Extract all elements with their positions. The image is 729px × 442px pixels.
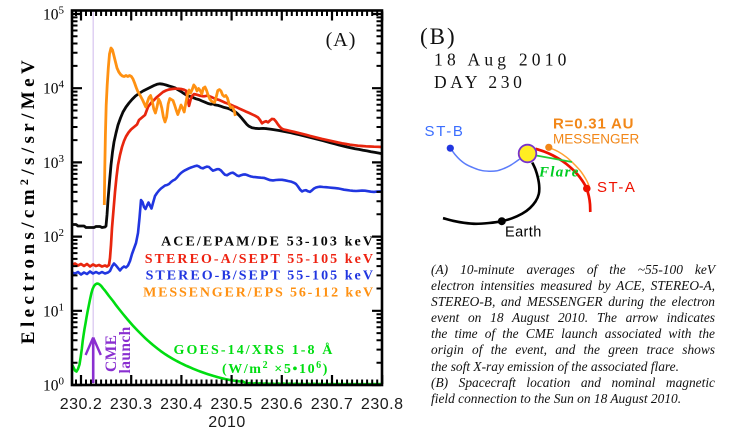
svg-text:ST-B: ST-B (425, 123, 465, 140)
svg-text:230.7: 230.7 (311, 396, 354, 413)
svg-text:R=0.31 AU: R=0.31 AU (553, 116, 634, 133)
svg-text:STEREO-B/SEPT 55-105 keV: STEREO-B/SEPT 55-105 keV (146, 269, 375, 284)
svg-text:(B): (B) (420, 24, 457, 49)
svg-text:(A): (A) (326, 29, 357, 51)
svg-text:230.2: 230.2 (60, 396, 103, 413)
svg-text:MESSENGER/EPS 56-112 keV: MESSENGER/EPS 56-112 keV (143, 286, 375, 301)
svg-text:2010: 2010 (208, 414, 246, 431)
svg-text:230.8: 230.8 (361, 396, 404, 413)
svg-text:STEREO-A/SEPT 55-105 keV: STEREO-A/SEPT 55-105 keV (145, 252, 375, 267)
svg-text:18 Aug 2010: 18 Aug 2010 (434, 50, 571, 70)
svg-text:230.3: 230.3 (110, 396, 153, 413)
svg-text:ST-A: ST-A (597, 179, 636, 196)
svg-text:DAY 230: DAY 230 (434, 72, 525, 92)
svg-text:GOES-14/XRS 1-8 Å: GOES-14/XRS 1-8 Å (174, 342, 335, 358)
svg-text:Earth: Earth (505, 225, 542, 241)
svg-text:230.5: 230.5 (210, 396, 253, 413)
svg-text:MESSENGER: MESSENGER (553, 132, 640, 147)
svg-text:Electrons/cm2/s/sr/MeV: Electrons/cm2/s/sr/MeV (17, 56, 39, 344)
svg-text:Flare: Flare (538, 165, 580, 181)
svg-text:launch: launch (117, 326, 134, 373)
svg-text:(W/m2 ×5•106): (W/m2 ×5•106) (222, 360, 329, 377)
svg-text:230.6: 230.6 (261, 396, 304, 413)
svg-text:CME: CME (103, 335, 120, 372)
svg-text:230.4: 230.4 (160, 396, 203, 413)
svg-text:ACE/EPAM/DE 53-103 keV: ACE/EPAM/DE 53-103 keV (161, 235, 375, 250)
